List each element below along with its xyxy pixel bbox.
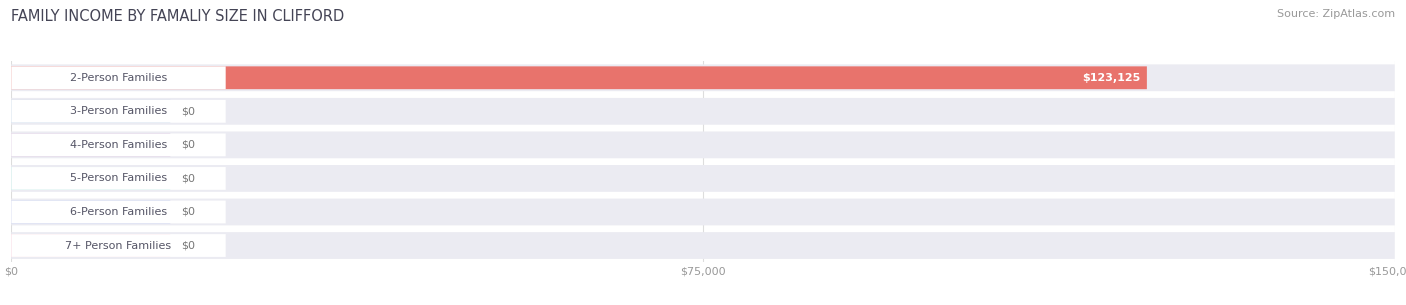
FancyBboxPatch shape [11,66,226,89]
Text: 7+ Person Families: 7+ Person Families [66,241,172,250]
FancyBboxPatch shape [11,201,226,223]
Text: $0: $0 [181,140,195,150]
Text: $123,125: $123,125 [1081,73,1140,83]
FancyBboxPatch shape [11,98,1395,125]
Text: 2-Person Families: 2-Person Families [70,73,167,83]
Text: 6-Person Families: 6-Person Families [70,207,167,217]
FancyBboxPatch shape [11,201,170,223]
FancyBboxPatch shape [11,134,170,156]
FancyBboxPatch shape [11,100,170,123]
Text: $0: $0 [181,174,195,183]
Text: $0: $0 [181,241,195,250]
Text: Source: ZipAtlas.com: Source: ZipAtlas.com [1277,9,1395,19]
FancyBboxPatch shape [11,232,1395,259]
Text: $0: $0 [181,106,195,116]
Text: 5-Person Families: 5-Person Families [70,174,167,183]
FancyBboxPatch shape [11,165,1395,192]
Text: 4-Person Families: 4-Person Families [70,140,167,150]
FancyBboxPatch shape [11,234,226,257]
FancyBboxPatch shape [11,100,226,123]
FancyBboxPatch shape [11,131,1395,158]
FancyBboxPatch shape [11,167,170,190]
Text: $0: $0 [181,207,195,217]
FancyBboxPatch shape [11,134,226,156]
FancyBboxPatch shape [11,66,1147,89]
FancyBboxPatch shape [11,199,1395,225]
Text: 3-Person Families: 3-Person Families [70,106,167,116]
Text: FAMILY INCOME BY FAMALIY SIZE IN CLIFFORD: FAMILY INCOME BY FAMALIY SIZE IN CLIFFOR… [11,9,344,24]
FancyBboxPatch shape [11,64,1395,91]
FancyBboxPatch shape [11,234,170,257]
FancyBboxPatch shape [11,167,226,190]
